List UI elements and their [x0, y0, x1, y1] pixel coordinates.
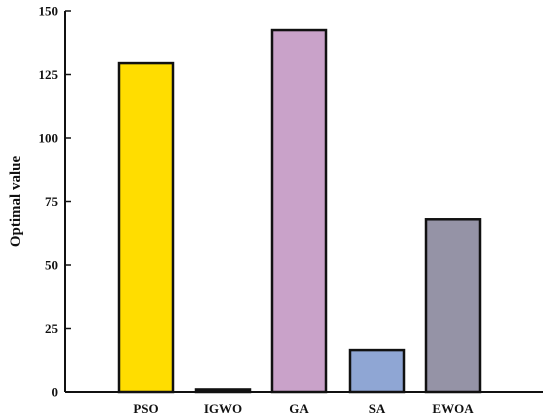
x-tick-label-ewoa: EWOA — [432, 401, 474, 416]
y-tick-label: 125 — [39, 67, 59, 82]
x-tick-label-igwo: IGWO — [204, 401, 242, 416]
y-tick-label: 50 — [45, 258, 58, 273]
y-tick-label: 75 — [45, 194, 59, 209]
x-tick-label-ga: GA — [289, 401, 309, 416]
y-ticks-group: 0 25 50 75 100 125 150 — [39, 4, 71, 400]
x-tick-label-sa: SA — [369, 401, 386, 416]
y-tick-label: 150 — [39, 4, 59, 19]
y-tick-label: 25 — [45, 321, 59, 336]
y-axis-title: Optimal value — [8, 156, 24, 248]
y-tick-label: 100 — [39, 131, 59, 146]
x-tick-label-pso: PSO — [133, 401, 158, 416]
y-tick-label: 0 — [52, 385, 59, 400]
bar-ewoa — [424, 218, 482, 394]
bar-sa — [348, 348, 406, 394]
x-ticks-group: PSO IGWO GA SA EWOA — [133, 401, 474, 416]
bar-pso — [117, 61, 175, 394]
bars-group — [117, 28, 482, 394]
bar-ga — [270, 28, 328, 394]
